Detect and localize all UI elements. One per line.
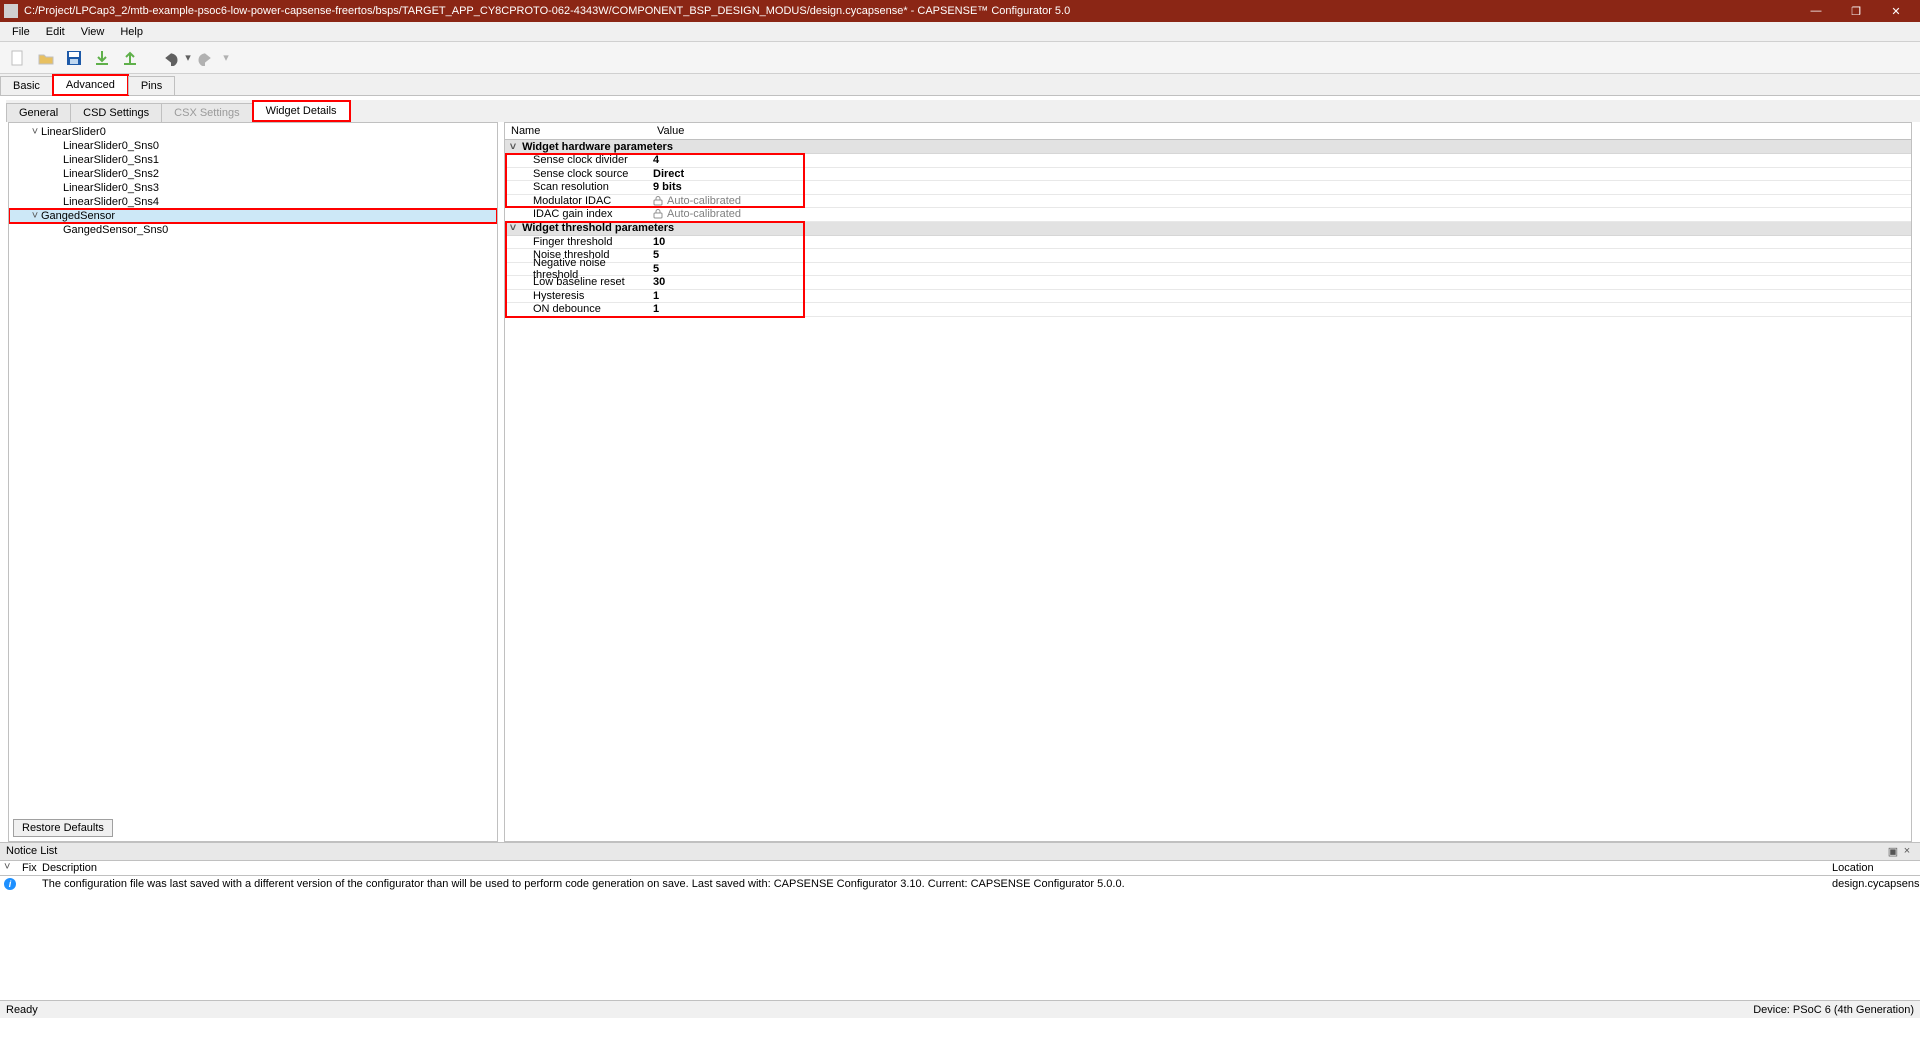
open-icon[interactable] — [34, 46, 58, 70]
tab-pins[interactable]: Pins — [128, 76, 175, 95]
tree-item[interactable]: LinearSlider0_Sns4 — [9, 195, 497, 209]
tree-item[interactable]: GangedSensor_Sns0 — [9, 223, 497, 237]
col-name: Name — [505, 123, 651, 139]
import-icon[interactable] — [90, 46, 114, 70]
menu-help[interactable]: Help — [112, 26, 151, 38]
property-body: ˅ Widget hardware parametersSense clock … — [505, 140, 1911, 841]
tree-item[interactable]: LinearSlider0_Sns3 — [9, 181, 497, 195]
property-header: Name Value — [505, 123, 1911, 140]
menubar: File Edit View Help — [0, 22, 1920, 42]
titlebar: C:/Project/LPCap3_2/mtb-example-psoc6-lo… — [0, 0, 1920, 22]
col-value: Value — [651, 123, 1911, 139]
property-row[interactable]: ON debounce1 — [505, 303, 1911, 317]
property-group[interactable]: ˅ Widget threshold parameters — [505, 222, 1911, 236]
col-fix: Fix — [20, 861, 40, 875]
menu-file[interactable]: File — [4, 26, 38, 38]
tab-widget-details[interactable]: Widget Details — [252, 100, 351, 122]
status-left: Ready — [6, 1004, 1753, 1016]
window-controls: — ❐ ✕ — [1796, 0, 1916, 22]
undo-icon[interactable]: ▾ — [158, 46, 192, 70]
property-row[interactable]: Finger threshold10 — [505, 236, 1911, 250]
property-row[interactable]: Hysteresis1 — [505, 290, 1911, 304]
info-icon: i — [4, 878, 16, 890]
property-group[interactable]: ˅ Widget hardware parameters — [505, 140, 1911, 154]
app-icon — [4, 4, 18, 18]
tab-csd[interactable]: CSD Settings — [70, 103, 162, 122]
notice-popout-icon[interactable]: ▣ — [1886, 845, 1900, 858]
property-row[interactable]: Sense clock divider4 — [505, 154, 1911, 168]
property-row[interactable]: Negative noise threshold5 — [505, 263, 1911, 277]
notice-body: iThe configuration file was last saved w… — [0, 876, 1920, 1000]
notice-header: ˅ Fix Description Location — [0, 861, 1920, 876]
window-title: C:/Project/LPCap3_2/mtb-example-psoc6-lo… — [24, 5, 1796, 17]
close-button[interactable]: ✕ — [1876, 0, 1916, 22]
maximize-button[interactable]: ❐ — [1836, 0, 1876, 22]
notice-title: Notice List ▣ × — [0, 843, 1920, 861]
tab-general[interactable]: General — [6, 103, 71, 122]
widget-tree[interactable]: ˅LinearSlider0LinearSlider0_Sns0LinearSl… — [9, 123, 497, 815]
tree-item[interactable]: ˅GangedSensor — [9, 209, 497, 223]
redo-icon[interactable]: ▾ — [196, 46, 230, 70]
tab-csx[interactable]: CSX Settings — [161, 103, 252, 122]
property-row[interactable]: Modulator IDACAuto-calibrated — [505, 195, 1911, 209]
toolbar: ▾ ▾ — [0, 42, 1920, 74]
statusbar: Ready Device: PSoC 6 (4th Generation) — [0, 1000, 1920, 1018]
minimize-button[interactable]: — — [1796, 0, 1836, 22]
notice-panel: Notice List ▣ × ˅ Fix Description Locati… — [0, 842, 1920, 1000]
property-row[interactable]: Sense clock sourceDirect — [505, 168, 1911, 182]
restore-defaults-button[interactable]: Restore Defaults — [13, 819, 113, 837]
col-description: Description — [40, 861, 1830, 875]
tabs-sub: General CSD Settings CSX Settings Widget… — [6, 100, 1920, 122]
tree-item[interactable]: ˅LinearSlider0 — [9, 125, 497, 139]
property-row[interactable]: Low baseline reset30 — [505, 276, 1911, 290]
menu-edit[interactable]: Edit — [38, 26, 73, 38]
export-icon[interactable] — [118, 46, 142, 70]
new-icon[interactable] — [6, 46, 30, 70]
tab-basic[interactable]: Basic — [0, 76, 53, 95]
status-right: Device: PSoC 6 (4th Generation) — [1753, 1004, 1914, 1016]
col-location: Location — [1830, 861, 1920, 875]
save-icon[interactable] — [62, 46, 86, 70]
notice-close-icon[interactable]: × — [1900, 845, 1914, 858]
tabs-main: Basic Advanced Pins — [0, 74, 1920, 96]
menu-view[interactable]: View — [73, 26, 113, 38]
property-row[interactable]: Scan resolution9 bits — [505, 181, 1911, 195]
property-row[interactable]: IDAC gain indexAuto-calibrated — [505, 208, 1911, 222]
content-area: ˅LinearSlider0LinearSlider0_Sns0LinearSl… — [0, 122, 1920, 842]
notice-row[interactable]: iThe configuration file was last saved w… — [0, 876, 1920, 892]
tree-item[interactable]: LinearSlider0_Sns2 — [9, 167, 497, 181]
property-row[interactable]: Noise threshold5 — [505, 249, 1911, 263]
tab-advanced[interactable]: Advanced — [52, 74, 129, 96]
tree-item[interactable]: LinearSlider0_Sns1 — [9, 153, 497, 167]
property-pane: Name Value ˅ Widget hardware parametersS… — [504, 122, 1912, 842]
tree-item[interactable]: LinearSlider0_Sns0 — [9, 139, 497, 153]
widget-tree-pane: ˅LinearSlider0LinearSlider0_Sns0LinearSl… — [8, 122, 498, 842]
